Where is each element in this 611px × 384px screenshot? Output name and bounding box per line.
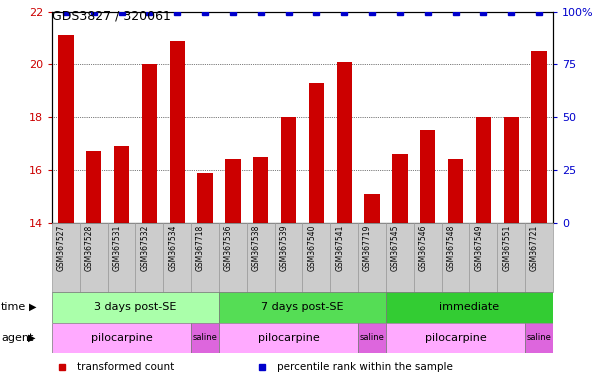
Text: 7 days post-SE: 7 days post-SE xyxy=(261,302,344,312)
Bar xyxy=(497,223,525,292)
Bar xyxy=(386,223,414,292)
Text: GSM367534: GSM367534 xyxy=(168,225,177,271)
Bar xyxy=(442,223,469,292)
Bar xyxy=(503,117,519,223)
Text: transformed count: transformed count xyxy=(77,362,174,372)
Text: GSM367718: GSM367718 xyxy=(196,225,205,271)
Bar xyxy=(525,223,553,292)
Text: GSM367527: GSM367527 xyxy=(57,225,66,271)
Text: GSM367545: GSM367545 xyxy=(391,225,400,271)
Bar xyxy=(80,223,108,292)
Text: agent: agent xyxy=(1,333,34,343)
Text: pilocarpine: pilocarpine xyxy=(425,333,486,343)
Bar xyxy=(52,323,191,353)
Text: GSM367531: GSM367531 xyxy=(112,225,122,271)
Bar xyxy=(142,64,157,223)
Bar xyxy=(86,151,101,223)
Text: immediate: immediate xyxy=(439,302,500,312)
Bar xyxy=(358,323,386,353)
Bar xyxy=(448,159,463,223)
Bar xyxy=(108,223,136,292)
Text: saline: saline xyxy=(192,333,218,343)
Text: ▶: ▶ xyxy=(28,333,35,343)
Bar xyxy=(364,194,379,223)
Bar xyxy=(225,159,241,223)
Text: time: time xyxy=(1,302,26,312)
Bar xyxy=(219,323,358,353)
Bar xyxy=(253,157,268,223)
Text: saline: saline xyxy=(527,333,552,343)
Text: GSM367721: GSM367721 xyxy=(530,225,539,271)
Bar xyxy=(219,292,386,323)
Bar xyxy=(358,223,386,292)
Bar xyxy=(58,35,73,223)
Text: GSM367551: GSM367551 xyxy=(502,225,511,271)
Text: GSM367719: GSM367719 xyxy=(363,225,372,271)
Bar xyxy=(191,223,219,292)
Bar xyxy=(302,223,331,292)
Bar xyxy=(163,223,191,292)
Text: GSM367532: GSM367532 xyxy=(141,225,149,271)
Text: GSM367540: GSM367540 xyxy=(307,225,316,271)
Text: GSM367546: GSM367546 xyxy=(419,225,428,271)
Text: percentile rank within the sample: percentile rank within the sample xyxy=(277,362,453,372)
Bar xyxy=(169,41,185,223)
Bar xyxy=(136,223,163,292)
Text: ▶: ▶ xyxy=(29,302,37,312)
Bar xyxy=(414,223,442,292)
Bar xyxy=(281,117,296,223)
Text: GDS3827 / 320061: GDS3827 / 320061 xyxy=(52,10,171,23)
Bar xyxy=(420,130,436,223)
Text: saline: saline xyxy=(360,333,384,343)
Text: GSM367549: GSM367549 xyxy=(474,225,483,271)
Text: GSM367548: GSM367548 xyxy=(447,225,456,271)
Bar xyxy=(469,223,497,292)
Bar xyxy=(274,223,302,292)
Text: GSM367536: GSM367536 xyxy=(224,225,233,271)
Bar xyxy=(392,154,408,223)
Bar xyxy=(219,223,247,292)
Bar xyxy=(52,223,80,292)
Bar xyxy=(331,223,358,292)
Bar xyxy=(247,223,274,292)
Bar xyxy=(532,51,547,223)
Text: GSM367538: GSM367538 xyxy=(252,225,261,271)
Bar xyxy=(197,172,213,223)
Bar xyxy=(309,83,324,223)
Text: pilocarpine: pilocarpine xyxy=(90,333,152,343)
Text: pilocarpine: pilocarpine xyxy=(258,333,320,343)
Bar xyxy=(337,62,352,223)
Bar xyxy=(476,117,491,223)
Bar xyxy=(52,292,219,323)
Bar xyxy=(191,323,219,353)
Bar xyxy=(114,146,129,223)
Text: GSM367539: GSM367539 xyxy=(279,225,288,271)
Text: 3 days post-SE: 3 days post-SE xyxy=(94,302,177,312)
Text: GSM367541: GSM367541 xyxy=(335,225,344,271)
Bar xyxy=(386,323,525,353)
Bar xyxy=(386,292,553,323)
Text: GSM367528: GSM367528 xyxy=(85,225,93,271)
Bar xyxy=(525,323,553,353)
